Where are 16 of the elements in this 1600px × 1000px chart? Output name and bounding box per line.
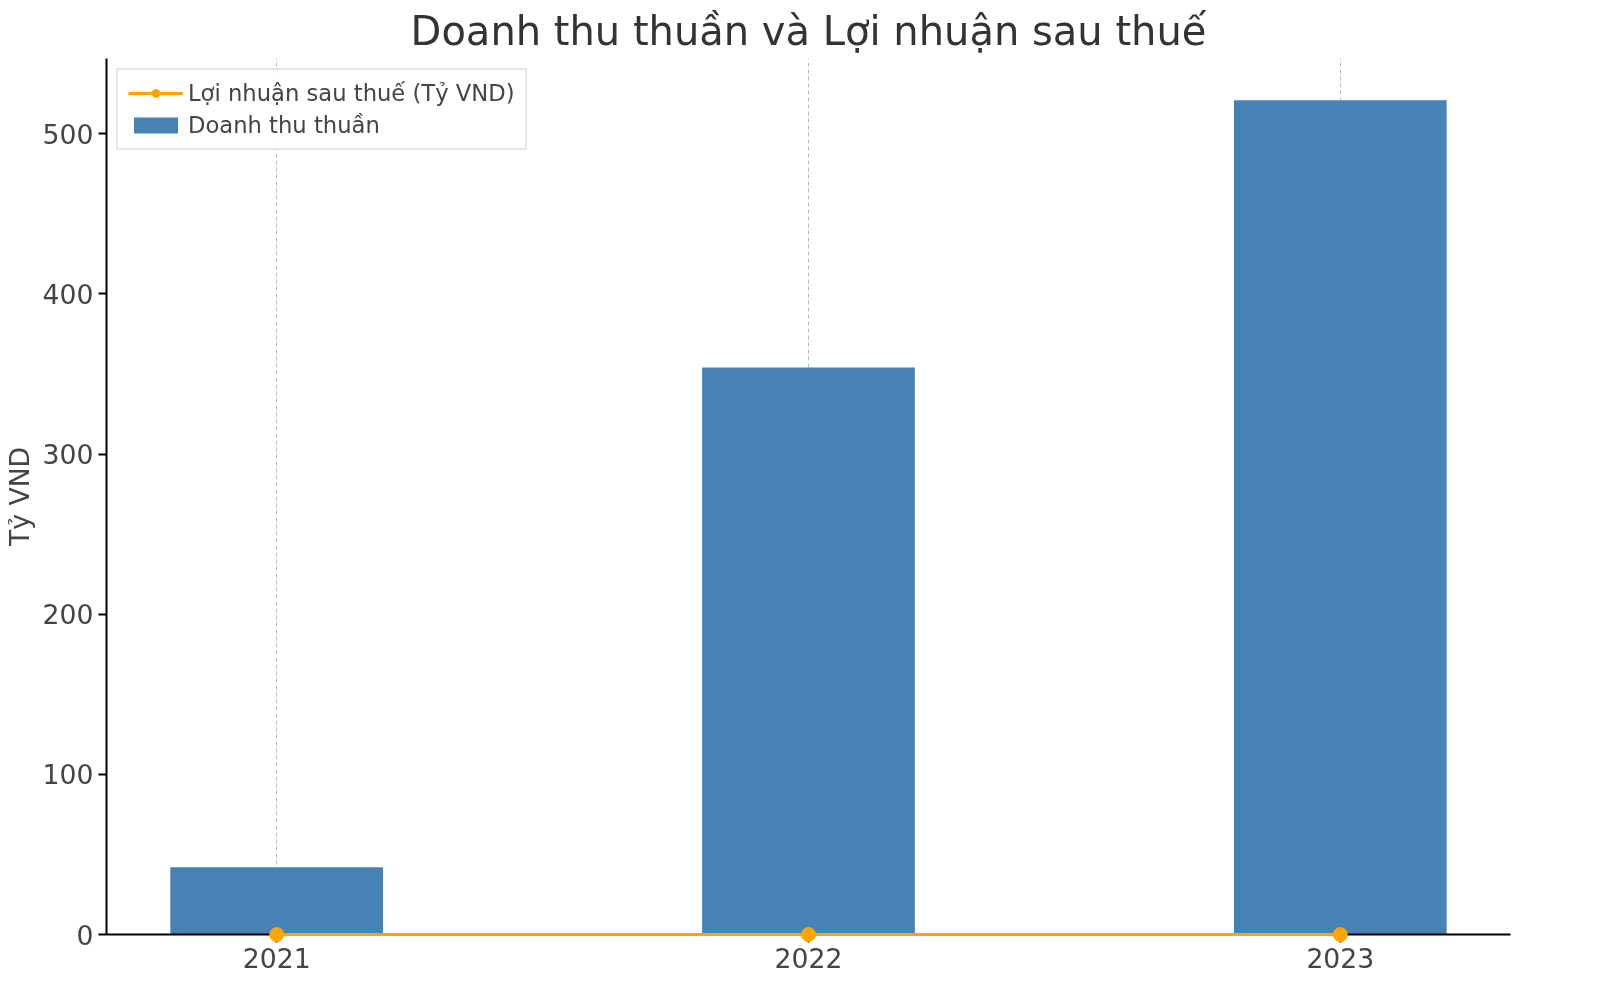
- y-tick-label: 100: [42, 759, 94, 791]
- legend-label: Lợi nhuận sau thuế (Tỷ VND): [188, 80, 515, 106]
- y-tick-label: 400: [42, 278, 94, 310]
- x-tick-label: 2023: [1306, 942, 1375, 974]
- x-tick-label: 2022: [774, 942, 843, 974]
- bar: [170, 867, 384, 935]
- y-tick-label: 0: [76, 919, 94, 951]
- bar: [702, 367, 915, 935]
- y-tick-label: 300: [42, 439, 94, 471]
- legend-label: Doanh thu thuần: [188, 112, 380, 138]
- x-tick-label: 2021: [242, 942, 311, 974]
- chart-title: Doanh thu thuần và Lợi nhuận sau thuế: [410, 7, 1207, 54]
- y-tick-label: 500: [42, 118, 94, 150]
- y-tick-label: 200: [42, 599, 94, 631]
- bar: [1233, 100, 1447, 935]
- y-axis-title: Tỷ VND: [3, 446, 35, 548]
